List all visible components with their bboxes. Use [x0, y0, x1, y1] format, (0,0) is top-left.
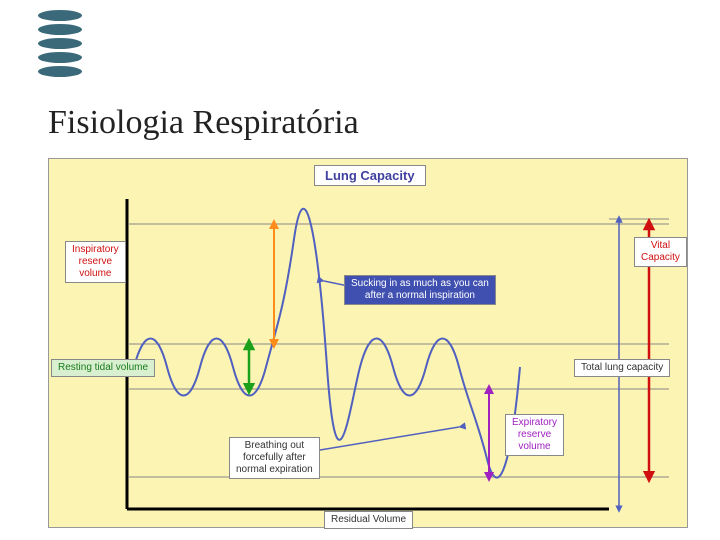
slide-decor: [38, 10, 82, 80]
label-erv: Expiratoryreservevolume: [505, 414, 564, 456]
label-tidal: Resting tidal volume: [51, 359, 155, 377]
page-title: Fisiologia Respiratória: [48, 104, 359, 142]
label-sucking: Sucking in as much as you canafter a nor…: [344, 275, 496, 305]
label-residual: Residual Volume: [324, 511, 413, 529]
label-irv: Inspiratoryreservevolume: [65, 241, 126, 283]
chart-plot: [49, 159, 689, 529]
label-total: Total lung capacity: [574, 359, 670, 377]
label-vital: VitalCapacity: [634, 237, 687, 267]
lung-capacity-chart: Lung Capacity Inspiratoryreservevolume R…: [48, 158, 688, 528]
label-breathing: Breathing outforcefully afternormal expi…: [229, 437, 320, 479]
